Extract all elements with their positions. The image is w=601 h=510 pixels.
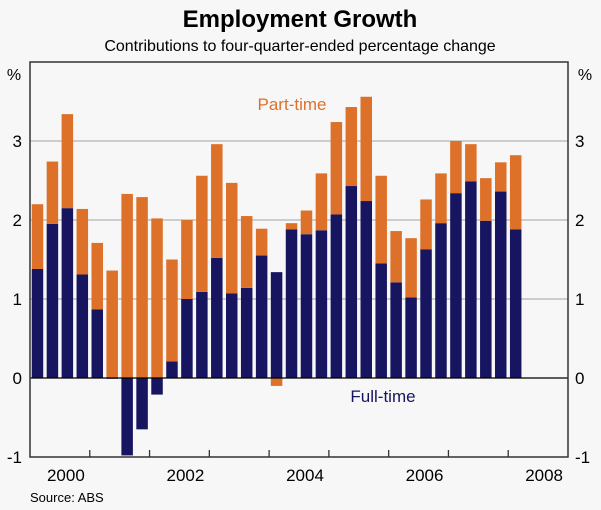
- y-tick-label-left: 1: [13, 290, 22, 309]
- bar-full-time: [151, 378, 163, 395]
- bar-full-time: [330, 214, 343, 378]
- bar-part-time: [151, 218, 163, 378]
- bar-part-time: [196, 175, 208, 292]
- bar-part-time: [450, 141, 462, 194]
- x-tick-label: 2006: [406, 466, 444, 485]
- bar-part-time: [495, 162, 507, 192]
- bar-full-time: [300, 234, 313, 378]
- bar-part-time: [270, 378, 283, 386]
- plot-frame: [29, 61, 569, 458]
- chart-subtitle: Contributions to four-quarter-ended perc…: [104, 38, 495, 55]
- chart-title: Employment Growth: [183, 6, 418, 33]
- bar-full-time: [509, 229, 522, 378]
- bar-full-time: [240, 287, 253, 378]
- bar-part-time: [315, 173, 328, 231]
- bar-full-time: [61, 208, 74, 378]
- bar-full-time: [375, 263, 387, 378]
- y-tick-label-right: -1: [575, 448, 590, 467]
- bar-full-time: [121, 378, 133, 456]
- y-tick-label-left: -1: [7, 448, 22, 467]
- bar-part-time: [480, 178, 492, 221]
- y-tick-label-left: 0: [13, 369, 22, 388]
- bar-part-time: [61, 114, 74, 209]
- bar-part-time: [76, 208, 89, 275]
- legend-full-time: Full-time: [350, 387, 415, 406]
- bar-part-time: [240, 216, 253, 288]
- bar-part-time: [136, 197, 148, 378]
- bar-full-time: [270, 272, 283, 378]
- bar-part-time: [226, 182, 238, 294]
- x-tick-label: 2000: [47, 466, 85, 485]
- x-tick-label: 2008: [525, 466, 563, 485]
- bar-part-time: [121, 193, 133, 378]
- bar-part-time: [420, 199, 432, 250]
- bar-full-time: [420, 249, 432, 378]
- bar-full-time: [76, 274, 89, 378]
- bar-full-time: [495, 191, 507, 378]
- bar-full-time: [360, 201, 372, 378]
- bar-full-time: [390, 282, 402, 378]
- bar-part-time: [300, 210, 313, 235]
- x-tick-label: 2004: [286, 466, 324, 485]
- y-axis-unit-right: %: [578, 67, 592, 84]
- bar-part-time: [166, 259, 178, 362]
- bar-part-time: [345, 107, 358, 187]
- bar-full-time: [136, 378, 148, 430]
- bar-part-time: [91, 242, 103, 310]
- bar-full-time: [211, 257, 223, 378]
- bar-full-time: [255, 255, 268, 378]
- bar-full-time: [196, 291, 208, 378]
- bar-full-time: [315, 230, 328, 378]
- y-tick-label-right: 0: [575, 369, 584, 388]
- bar-part-time: [509, 155, 522, 230]
- source-note: Source: ABS: [30, 490, 104, 505]
- bar-full-time: [46, 223, 59, 378]
- bar-full-time: [91, 309, 103, 378]
- bar-part-time: [285, 223, 298, 230]
- bar-full-time: [465, 181, 477, 378]
- bar-full-time: [31, 268, 44, 378]
- bar-part-time: [46, 161, 59, 224]
- bar-full-time: [226, 293, 238, 378]
- bar-part-time: [360, 96, 372, 202]
- bar-full-time: [345, 186, 358, 378]
- bar-part-time: [211, 144, 223, 258]
- bar-part-time: [181, 220, 193, 299]
- bar-part-time: [405, 238, 417, 298]
- y-tick-label-left: 3: [13, 132, 22, 151]
- legend-part-time: Part-time: [258, 95, 327, 114]
- y-tick-label-left: 2: [13, 211, 22, 230]
- bar-full-time: [166, 361, 178, 378]
- bar-full-time: [450, 193, 462, 378]
- bar-part-time: [330, 122, 343, 215]
- bar-full-time: [181, 299, 193, 378]
- bar-part-time: [106, 270, 118, 378]
- bar-part-time: [435, 173, 447, 224]
- bar-part-time: [375, 175, 387, 264]
- bar-full-time: [405, 297, 417, 378]
- x-tick-label: 2002: [167, 466, 205, 485]
- y-tick-label-right: 1: [575, 290, 584, 309]
- y-tick-label-right: 2: [575, 211, 584, 230]
- bar-part-time: [390, 231, 402, 283]
- y-axis-unit-left: %: [7, 67, 21, 84]
- bar-full-time: [285, 229, 298, 378]
- y-tick-label-right: 3: [575, 132, 584, 151]
- bar-part-time: [465, 144, 477, 182]
- bar-full-time: [480, 220, 492, 378]
- bar-part-time: [31, 204, 44, 269]
- bar-part-time: [255, 228, 268, 256]
- bar-full-time: [435, 223, 447, 378]
